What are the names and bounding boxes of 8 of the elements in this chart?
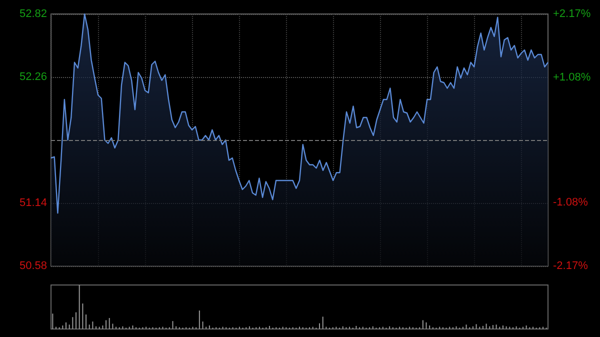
y-tick-label: 51.14 (19, 197, 47, 209)
y2-tick-label: -2.17% (553, 260, 588, 272)
y2-tick-label: +2.17% (553, 8, 591, 20)
y-tick-label: 52.82 (19, 8, 47, 20)
y-tick-label: 52.26 (19, 71, 47, 83)
y-tick-label: 50.58 (19, 260, 47, 272)
y2-tick-label: -1.08% (553, 196, 588, 209)
y2-tick-label: +1.08% (553, 71, 591, 84)
